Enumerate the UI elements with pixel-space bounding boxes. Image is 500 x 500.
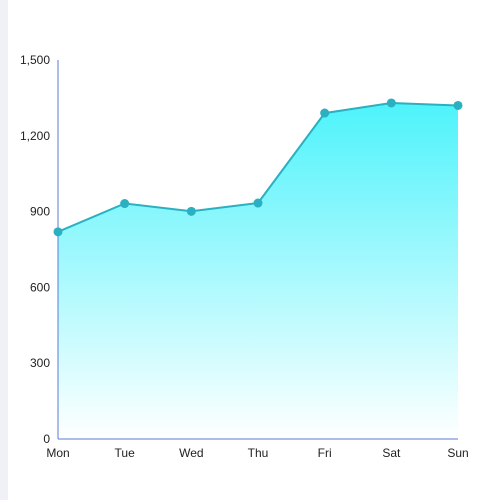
x-axis-labels: Mon Tue Wed Thu Fri Sat Sun <box>46 446 468 460</box>
x-tick-label: Tue <box>115 446 136 460</box>
x-tick-label: Sat <box>382 446 401 460</box>
data-point-sat[interactable] <box>386 98 396 108</box>
y-tick-label: 900 <box>30 205 50 219</box>
x-tick-label: Sun <box>447 446 468 460</box>
data-point-mon[interactable] <box>53 227 63 237</box>
x-tick-label: Wed <box>179 446 203 460</box>
data-points <box>53 98 463 237</box>
data-point-sun[interactable] <box>453 100 463 110</box>
data-point-tue[interactable] <box>120 199 130 209</box>
area-chart: 0 300 600 900 1,200 1,500 Mon Tue Wed Thu Fri Sat S… <box>20 53 469 460</box>
y-tick-label: 1,500 <box>20 53 50 67</box>
y-tick-label: 1,200 <box>20 129 50 143</box>
x-tick-label: Fri <box>318 446 332 460</box>
data-point-fri[interactable] <box>320 108 330 118</box>
x-tick-label: Thu <box>248 446 269 460</box>
y-tick-label: 0 <box>43 432 50 446</box>
y-axis-labels: 0 300 600 900 1,200 1,500 <box>20 53 50 446</box>
x-tick-label: Mon <box>46 446 69 460</box>
y-tick-label: 300 <box>30 356 50 370</box>
data-point-wed[interactable] <box>186 206 196 216</box>
data-point-thu[interactable] <box>253 198 263 208</box>
series-area <box>58 103 458 439</box>
chart-card: 0 300 600 900 1,200 1,500 Mon Tue Wed Thu Fri Sat S… <box>8 0 500 500</box>
y-tick-label: 600 <box>30 280 50 294</box>
